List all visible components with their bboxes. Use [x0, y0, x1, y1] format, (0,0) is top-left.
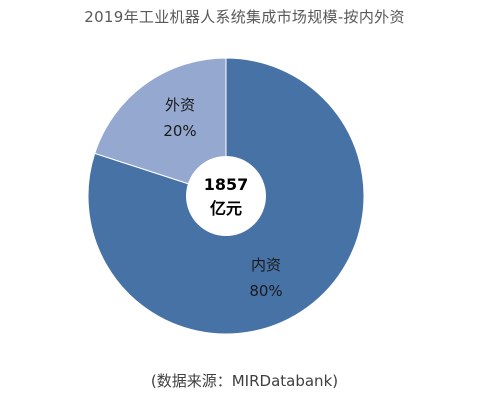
center-hole: [186, 156, 266, 236]
slice-percent-label: 20%: [163, 122, 196, 140]
center-total-unit: 亿元: [210, 199, 242, 218]
slice-labels: 内资 80% 外资 20%: [163, 96, 282, 300]
slice-percent-label: 80%: [249, 282, 282, 300]
source-note: (数据来源：MIRDatabank): [150, 372, 339, 390]
chart-title: 2019年工业机器人系统集成市场规模-按内外资: [84, 8, 405, 26]
center-total-value: 1857: [204, 175, 249, 194]
pie-slice-foreign: [94, 57, 227, 197]
center-total-label: 1857 亿元: [204, 175, 249, 218]
slice-name-label: 外资: [165, 96, 195, 114]
slice-name-label: 内资: [251, 256, 281, 274]
